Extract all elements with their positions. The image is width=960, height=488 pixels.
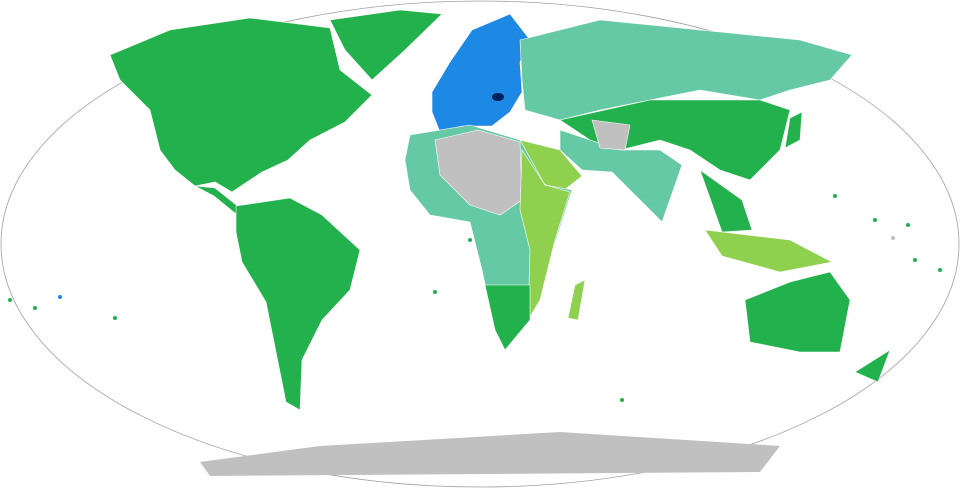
region-new-zealand [854, 349, 891, 383]
pacific-islands [8, 146, 942, 402]
region-east-africa [519, 149, 571, 322]
region-southeast-asia [699, 169, 753, 233]
region-japan [784, 111, 803, 149]
region-antarctica [200, 432, 780, 476]
region-australia [744, 271, 851, 353]
region-iran-gray [591, 119, 631, 151]
region-south-asia [559, 129, 683, 223]
island-gray [891, 236, 895, 240]
region-south-america [235, 197, 361, 411]
region-madagascar [567, 279, 586, 321]
region-indonesia [704, 229, 833, 273]
region-north-america [109, 17, 373, 193]
region-greenland [329, 9, 443, 81]
island-blue [58, 295, 62, 299]
region-hungary [492, 93, 504, 101]
region-southern-africa [484, 284, 531, 351]
region-sahara-gray [434, 129, 523, 216]
